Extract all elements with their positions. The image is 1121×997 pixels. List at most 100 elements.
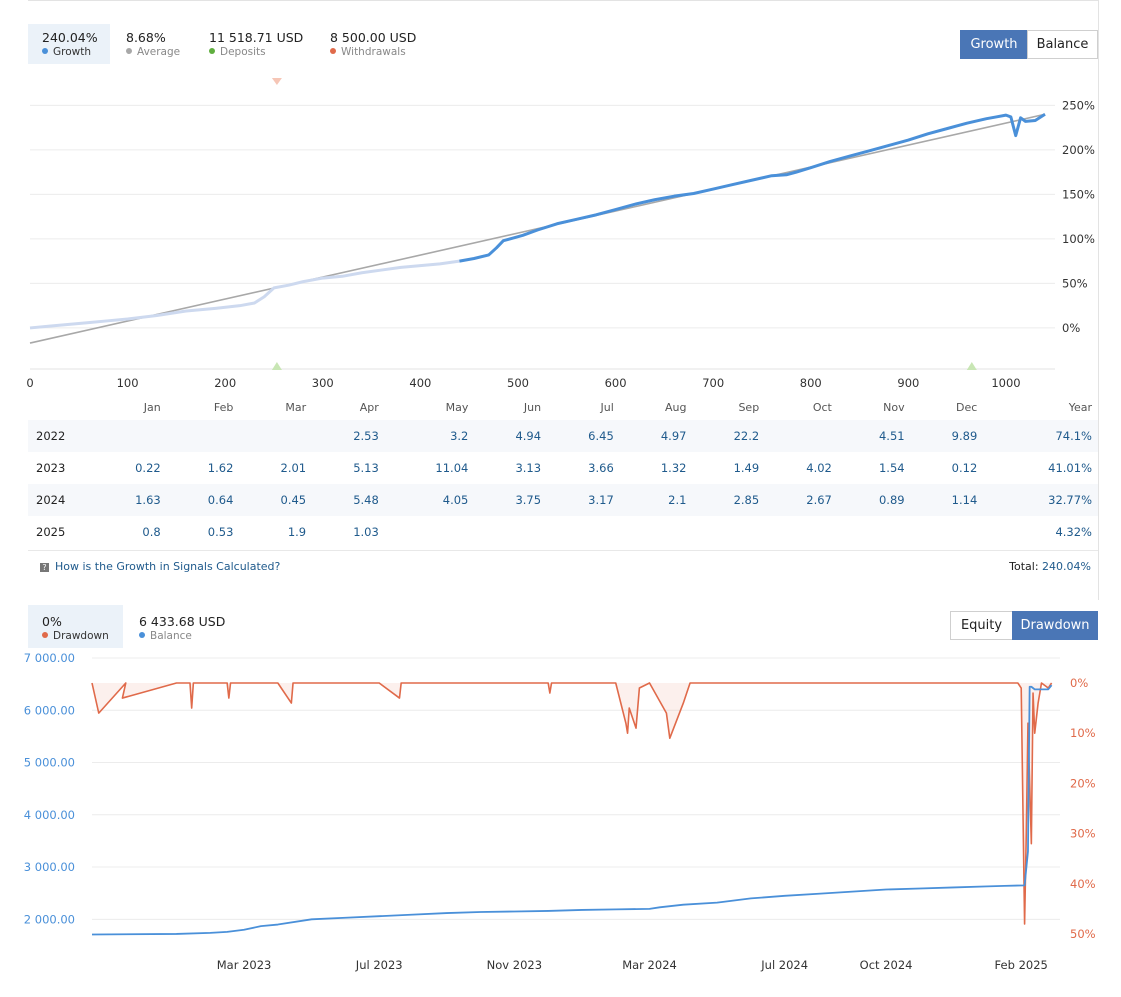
month-value[interactable]: 1.03 <box>353 525 379 539</box>
month-value[interactable]: 9.89 <box>910 420 984 452</box>
month-value[interactable]: 4.02 <box>806 461 832 475</box>
month-value[interactable]: 5.48 <box>312 484 385 516</box>
left-tick-label: 6 000.00 <box>24 703 75 717</box>
drawdown-area <box>92 683 1052 924</box>
right-tick-label: 30% <box>1070 827 1096 841</box>
drawdown-dot-icon <box>42 632 48 638</box>
x-tick-label: Feb 2025 <box>995 958 1048 972</box>
y-tick-label: 150% <box>1062 187 1095 201</box>
row-year: 2022 <box>28 420 94 452</box>
x-tick-label: 600 <box>605 376 627 390</box>
month-value[interactable]: 0.89 <box>837 484 911 516</box>
monthly-returns-table: Jan Feb Mar Apr May Jun Jul Aug Sep Oct Nov Dec Year… <box>28 394 1098 548</box>
month-value[interactable]: 4.05 <box>384 484 475 516</box>
drawdown-stat[interactable]: 0% Drawdown <box>28 605 123 648</box>
withdrawals-dot-icon <box>330 48 336 54</box>
column-header-apr: Apr <box>359 400 379 414</box>
month-value[interactable]: 1.62 <box>207 461 234 475</box>
month-value[interactable]: 1.63 <box>94 484 167 516</box>
month-value[interactable]: 6.45 <box>547 420 620 452</box>
month-value[interactable]: 1.54 <box>878 461 905 475</box>
month-value[interactable]: 0.45 <box>239 484 313 516</box>
drawdown-toggle-button[interactable]: Drawdown <box>1012 611 1098 640</box>
month-value[interactable]: 1.9 <box>287 525 307 539</box>
month-value[interactable]: 2.85 <box>692 484 766 516</box>
y-tick-label: 50% <box>1062 276 1088 290</box>
left-tick-label: 5 000.00 <box>24 756 75 770</box>
row-year: 2024 <box>28 484 94 516</box>
month-value[interactable]: 11.04 <box>435 461 469 475</box>
month-value[interactable]: 4.51 <box>837 420 911 452</box>
month-value[interactable]: 3.2 <box>384 420 475 452</box>
month-value[interactable]: 2.53 <box>312 420 385 452</box>
growth-help-label: How is the Growth in Signals Calculated? <box>55 560 281 573</box>
y-tick-label: 250% <box>1062 98 1095 112</box>
right-tick-label: 10% <box>1070 726 1096 740</box>
month-value[interactable]: 3.75 <box>474 484 548 516</box>
total-label: Total: <box>1009 560 1039 573</box>
column-header-dec: Dec <box>955 400 978 414</box>
withdrawal-marker-icon <box>271 78 282 85</box>
growth-stat[interactable]: 240.04% Growth <box>28 24 110 64</box>
balance-stat[interactable]: 6 433.68 USD Balance <box>125 605 237 648</box>
growth-line <box>459 112 1046 263</box>
balance-toggle-button[interactable]: Balance <box>1027 30 1098 59</box>
x-tick-label: 800 <box>800 376 822 390</box>
growth-help-link[interactable]: ? How is the Growth in Signals Calculated… <box>40 560 280 573</box>
month-value[interactable]: 3.17 <box>547 484 620 516</box>
balance-label: Balance <box>150 630 192 642</box>
average-dot-icon <box>126 48 132 54</box>
month-value[interactable]: 5.13 <box>353 461 379 475</box>
y-tick-label: 0% <box>1062 321 1080 335</box>
total-growth: Total: 240.04% <box>1009 560 1091 573</box>
column-header-aug: Aug <box>664 400 687 414</box>
month-value[interactable]: 0.53 <box>207 525 234 539</box>
row-year: 2023 <box>36 461 66 475</box>
month-value[interactable]: 4.97 <box>619 420 693 452</box>
month-value[interactable]: 1.32 <box>660 461 687 475</box>
deposits-stat[interactable]: 11 518.71 USD Deposits <box>195 24 313 64</box>
average-stat[interactable]: 8.68% Average <box>112 24 192 64</box>
table-row: 2022 2.53 3.2 4.94 6.45 4.97 22.2 4.51 9.89 74.1% <box>28 420 1098 452</box>
year-total: 74.1% <box>983 420 1098 452</box>
balance-value: 6 433.68 USD <box>139 614 226 629</box>
x-tick-label: Oct 2024 <box>860 958 913 972</box>
month-value[interactable]: 0.12 <box>951 461 978 475</box>
month-value[interactable]: 2.1 <box>619 484 693 516</box>
column-header-jul: Jul <box>600 400 614 414</box>
growth-label: Growth <box>53 46 92 58</box>
month-value[interactable]: 22.2 <box>692 420 766 452</box>
balance-line <box>91 684 1053 936</box>
right-tick-label: 20% <box>1070 776 1096 790</box>
column-header-oct: Oct <box>812 400 832 414</box>
column-header-jun: Jun <box>523 400 542 414</box>
right-frame <box>1098 0 1099 600</box>
month-value[interactable]: 0.22 <box>135 461 161 475</box>
table-divider <box>28 550 1098 551</box>
column-header-may: May <box>445 400 469 414</box>
month-value[interactable]: 0.64 <box>166 484 240 516</box>
help-icon: ? <box>40 563 49 572</box>
x-tick-label: 100 <box>117 376 139 390</box>
month-value <box>94 420 167 452</box>
month-value[interactable]: 0.8 <box>142 525 161 539</box>
month-value[interactable]: 2.67 <box>765 484 838 516</box>
month-value[interactable]: 3.13 <box>515 461 542 475</box>
month-value <box>765 420 838 452</box>
deposit-marker-icon <box>966 362 977 370</box>
month-value[interactable]: 1.14 <box>910 484 984 516</box>
right-tick-label: 50% <box>1070 927 1096 941</box>
column-header-jan: Jan <box>143 400 161 414</box>
x-tick-label: 700 <box>702 376 724 390</box>
month-value[interactable]: 4.94 <box>474 420 548 452</box>
table-row: 2023 0.22 1.62 2.01 5.13 11.04 3.13 3.66 1.32 1.4… <box>28 452 1098 484</box>
equity-toggle-button[interactable]: Equity <box>950 611 1013 640</box>
top-border <box>28 0 1098 1</box>
withdrawals-stat[interactable]: 8 500.00 USD Withdrawals <box>316 24 428 64</box>
year-total: 32.77% <box>983 484 1098 516</box>
month-value[interactable]: 1.49 <box>733 461 760 475</box>
x-tick-label: 0 <box>26 376 33 390</box>
month-value[interactable]: 2.01 <box>280 461 307 475</box>
month-value[interactable]: 3.66 <box>588 461 614 475</box>
deposits-dot-icon <box>209 48 215 54</box>
